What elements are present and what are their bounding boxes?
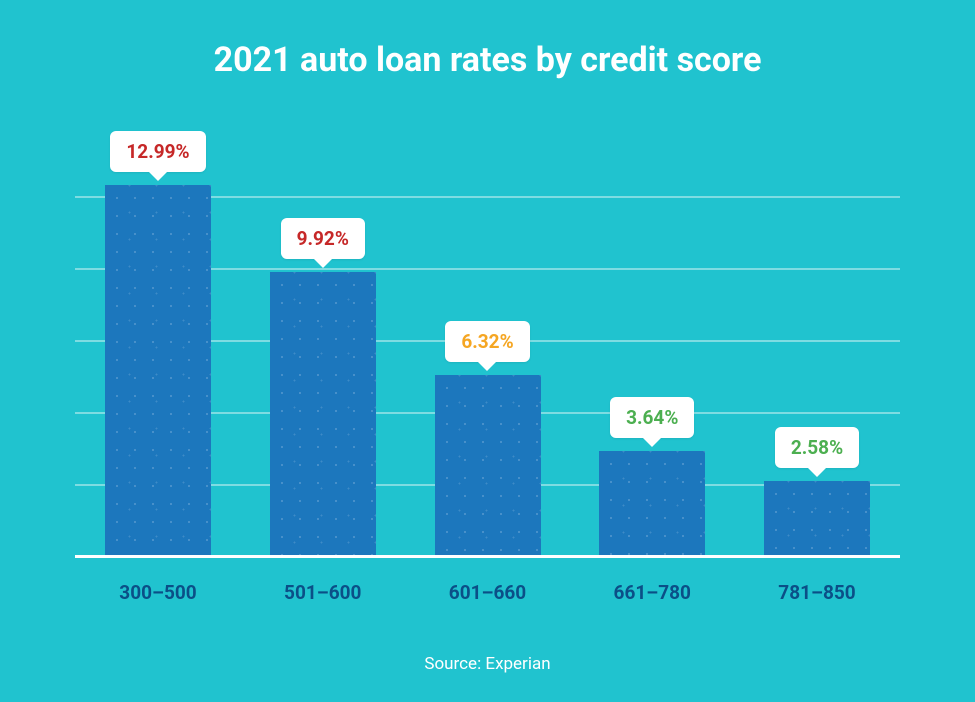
bar-group: 3.64% bbox=[599, 397, 705, 555]
x-axis-label: 781–850 bbox=[764, 581, 870, 604]
bar-group: 12.99% bbox=[105, 131, 211, 555]
value-bubble: 6.32% bbox=[445, 321, 529, 362]
x-axis-label: 501–600 bbox=[270, 581, 376, 604]
value-bubble: 9.92% bbox=[281, 218, 365, 259]
chart-title: 2021 auto loan rates by credit score bbox=[75, 40, 900, 80]
bars-group: 12.99% 9.92% 6.32% 3.64% 2.58% bbox=[105, 128, 870, 555]
baseline bbox=[75, 555, 900, 558]
bar-group: 2.58% bbox=[764, 427, 870, 555]
bar bbox=[435, 375, 541, 555]
bar bbox=[599, 451, 705, 555]
value-bubble: 2.58% bbox=[775, 427, 859, 468]
value-bubble: 12.99% bbox=[110, 131, 205, 172]
x-axis-label: 661–780 bbox=[599, 581, 705, 604]
x-axis-label: 601–660 bbox=[435, 581, 541, 604]
bar bbox=[764, 481, 870, 555]
x-axis-labels: 300–500 501–600 601–660 661–780 781–850 bbox=[105, 581, 870, 604]
value-bubble: 3.64% bbox=[610, 397, 694, 438]
bar bbox=[270, 272, 376, 555]
bar-group: 6.32% bbox=[435, 321, 541, 555]
chart-source: Source: Experian bbox=[0, 654, 975, 674]
chart-container: 2021 auto loan rates by credit score 12.… bbox=[0, 0, 975, 702]
bar-group: 9.92% bbox=[270, 218, 376, 555]
plot-area: 12.99%9.92%6.32%3.64%2.58% 300–500501–60… bbox=[75, 128, 900, 558]
x-axis-label: 300–500 bbox=[105, 581, 211, 604]
bar bbox=[105, 185, 211, 555]
